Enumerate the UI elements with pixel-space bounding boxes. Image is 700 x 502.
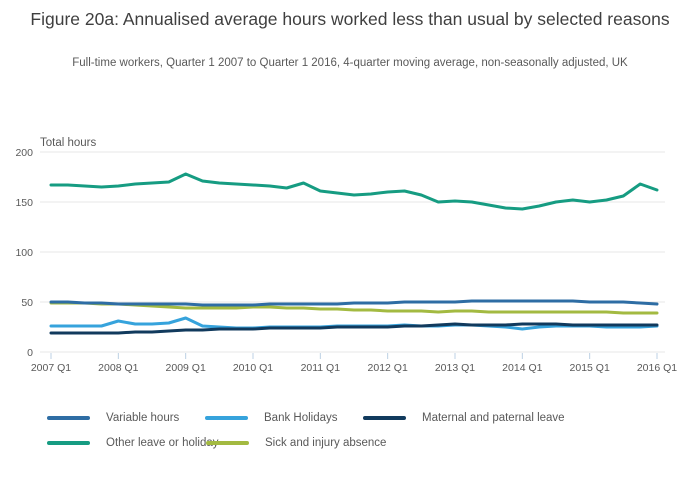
legend-item-sick-absence[interactable]: Sick and injury absence <box>206 436 386 450</box>
chart-subtitle: Full-time workers, Quarter 1 2007 to Qua… <box>72 57 628 69</box>
x-tick-label: 2012 Q1 <box>368 362 408 374</box>
x-tick-label: 2007 Q1 <box>31 362 71 374</box>
chart-title-text: Figure 20a: Annualised average hours wor… <box>30 9 670 29</box>
line-chart-plot-area: 0 50 100 150 200 Total hours 2007 Q1 2008 Q1 200… <box>15 137 677 374</box>
y-tick-label: 150 <box>15 197 33 209</box>
x-tick-label: 2011 Q1 <box>301 362 341 374</box>
legend-label: Sick and injury absence <box>265 437 387 449</box>
y-axis-title: Total hours <box>40 137 97 149</box>
series-line-variable-hours <box>49 299 659 307</box>
x-tick-label: 2010 Q1 <box>233 362 273 374</box>
x-tick-label: 2016 Q1 <box>637 362 677 374</box>
sick-absence-line-swatch-icon <box>206 441 249 445</box>
legend-label: Maternal and paternal leave <box>422 412 565 424</box>
other-leave-line-swatch-icon <box>47 441 90 445</box>
x-tick-label: 2015 Q1 <box>570 362 610 374</box>
chart-title: Figure 20a: Annualised average hours wor… <box>0 8 700 31</box>
legend-label: Variable hours <box>106 412 180 424</box>
series-line-other-leave-or-holiday <box>49 172 659 211</box>
y-tick-label: 200 <box>15 147 33 159</box>
legend-item-variable-hours[interactable]: Variable hours <box>47 411 179 425</box>
series-line-sick-and-injury-absence <box>49 301 659 315</box>
y-tick-label: 50 <box>21 297 33 309</box>
bank-holidays-line-swatch-icon <box>205 416 248 420</box>
legend-label: Bank Holidays <box>264 412 338 424</box>
x-tick-label: 2008 Q1 <box>98 362 138 374</box>
legend-item-bank-holidays[interactable]: Bank Holidays <box>205 411 338 425</box>
x-tick-label: 2009 Q1 <box>166 362 206 374</box>
variable-hours-line-swatch-icon <box>47 416 90 420</box>
series-line-maternal-and-paternal-leave <box>49 322 659 335</box>
legend-label: Other leave or holiday <box>106 437 219 449</box>
y-tick-label: 0 <box>27 347 33 359</box>
maternal-leave-line-swatch-icon <box>363 416 406 420</box>
legend-item-other-leave[interactable]: Other leave or holiday <box>47 436 219 450</box>
x-tick-label: 2014 Q1 <box>502 362 542 374</box>
legend-item-maternal-leave[interactable]: Maternal and paternal leave <box>363 411 565 425</box>
x-tick-label: 2013 Q1 <box>435 362 475 374</box>
y-tick-label: 100 <box>15 247 33 259</box>
